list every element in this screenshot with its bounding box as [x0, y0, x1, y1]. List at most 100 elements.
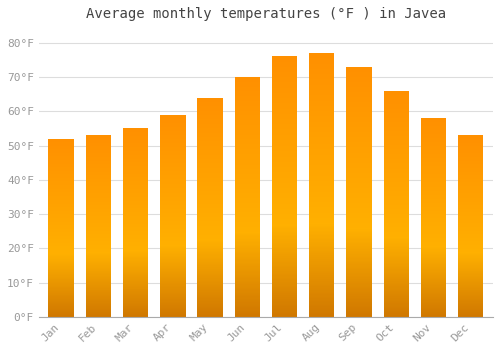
Bar [198, 152, 222, 153]
Bar [384, 133, 409, 134]
Bar [272, 84, 297, 85]
Bar [234, 316, 260, 317]
Bar [123, 237, 148, 238]
Bar [346, 309, 372, 310]
Bar [160, 264, 186, 265]
Bar [86, 136, 111, 137]
Bar [48, 164, 74, 166]
Bar [198, 275, 222, 276]
Bar [346, 279, 372, 281]
Bar [458, 157, 483, 158]
Bar [384, 194, 409, 195]
Bar [160, 244, 186, 245]
Bar [309, 102, 334, 103]
Bar [272, 276, 297, 278]
Bar [384, 109, 409, 110]
Bar [48, 219, 74, 220]
Bar [309, 263, 334, 264]
Bar [384, 236, 409, 237]
Bar [272, 92, 297, 93]
Bar [48, 204, 74, 205]
Bar [458, 290, 483, 292]
Bar [346, 124, 372, 126]
Bar [309, 253, 334, 255]
Bar [346, 175, 372, 177]
Bar [48, 191, 74, 192]
Bar [458, 281, 483, 282]
Bar [234, 265, 260, 266]
Bar [198, 218, 222, 219]
Bar [198, 250, 222, 251]
Bar [421, 277, 446, 278]
Bar [160, 139, 186, 140]
Bar [86, 305, 111, 306]
Bar [346, 244, 372, 246]
Bar [346, 113, 372, 114]
Bar [234, 289, 260, 290]
Bar [160, 294, 186, 295]
Bar [160, 127, 186, 128]
Bar [384, 167, 409, 168]
Bar [458, 263, 483, 264]
Bar [123, 265, 148, 266]
Bar [198, 107, 222, 108]
Bar [421, 300, 446, 301]
Bar [346, 249, 372, 251]
Bar [309, 136, 334, 138]
Bar [234, 216, 260, 217]
Bar [48, 184, 74, 185]
Bar [160, 170, 186, 171]
Bar [272, 159, 297, 161]
Bar [384, 304, 409, 306]
Bar [421, 246, 446, 247]
Bar [123, 270, 148, 271]
Bar [384, 140, 409, 142]
Bar [421, 256, 446, 257]
Bar [123, 155, 148, 156]
Bar [458, 184, 483, 185]
Bar [346, 278, 372, 279]
Bar [234, 223, 260, 224]
Bar [346, 302, 372, 303]
Bar [384, 161, 409, 162]
Bar [458, 282, 483, 283]
Bar [198, 196, 222, 197]
Bar [272, 133, 297, 134]
Bar [160, 128, 186, 129]
Bar [86, 178, 111, 179]
Bar [421, 266, 446, 267]
Bar [309, 203, 334, 205]
Bar [234, 102, 260, 103]
Bar [421, 272, 446, 273]
Bar [384, 303, 409, 304]
Bar [309, 132, 334, 133]
Bar [48, 279, 74, 280]
Bar [272, 248, 297, 249]
Bar [234, 226, 260, 227]
Bar [198, 203, 222, 204]
Bar [48, 153, 74, 154]
Bar [234, 239, 260, 240]
Bar [123, 300, 148, 301]
Bar [234, 243, 260, 244]
Bar [48, 206, 74, 207]
Bar [272, 119, 297, 120]
Bar [309, 280, 334, 281]
Bar [48, 316, 74, 317]
Bar [272, 153, 297, 154]
Bar [234, 252, 260, 253]
Bar [421, 288, 446, 289]
Bar [384, 240, 409, 241]
Bar [458, 174, 483, 175]
Bar [309, 161, 334, 162]
Bar [421, 118, 446, 119]
Bar [160, 237, 186, 238]
Bar [86, 215, 111, 216]
Bar [346, 70, 372, 72]
Bar [384, 128, 409, 129]
Bar [458, 314, 483, 315]
Bar [160, 316, 186, 317]
Bar [86, 191, 111, 193]
Bar [234, 181, 260, 182]
Bar [309, 281, 334, 282]
